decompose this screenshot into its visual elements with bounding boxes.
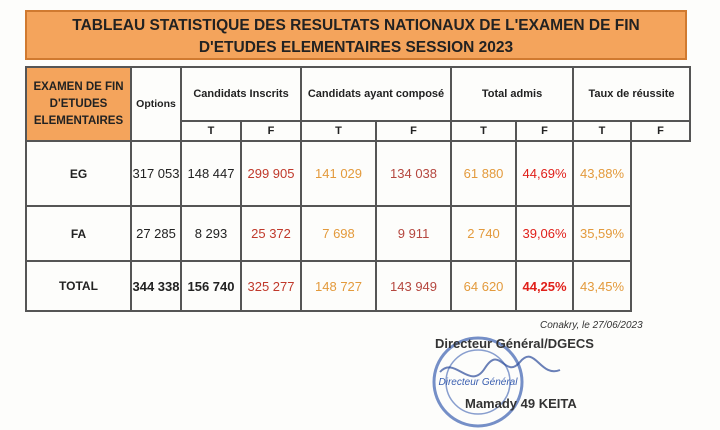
subcolumn-header: T — [180, 120, 242, 142]
value-cell: 44,69% — [515, 140, 575, 207]
stamp-ring — [445, 349, 511, 415]
value-cell: 148 447 — [180, 140, 242, 207]
option-cell: FA — [25, 205, 132, 262]
subcolumn-header: F — [515, 120, 575, 142]
value-cell: 43,45% — [572, 260, 633, 312]
subcolumn-header: T — [572, 120, 633, 142]
value-cell: 2 740 — [450, 205, 518, 262]
value-cell: 61 880 — [450, 140, 518, 207]
subcolumn-header: T — [450, 120, 518, 142]
value-cell: 299 905 — [239, 140, 303, 207]
value-cell: 325 277 — [239, 260, 303, 312]
value-cell: 141 029 — [300, 140, 378, 207]
column-header: Total admis — [450, 66, 575, 122]
value-cell: 317 053 — [130, 140, 182, 207]
place-date: Conakry, le 27/06/2023 — [540, 320, 643, 331]
signatory: Mamady 49 KEITA — [465, 396, 577, 411]
subcolumn-header: F — [239, 120, 303, 142]
column-header: Taux de réussite — [572, 66, 692, 122]
role: Directeur Général/DGECS — [435, 336, 594, 351]
value-cell: 39,06% — [515, 205, 575, 262]
column-header: Options — [130, 66, 182, 142]
table-row: FA 27 285 8 293 25 372 7 698 9 911 2 740 39,06%… — [25, 205, 690, 262]
value-cell: 44,25% — [515, 260, 575, 312]
title-line: D'ETUDES ELEMENTAIRES SESSION 2023 — [198, 39, 514, 56]
table-row: EG 317 053 148 447 299 905 141 029 134 038 61 … — [25, 140, 690, 207]
section-cell: EXAMEN DE FIN D'ETUDES ELEMENTAIRES — [25, 66, 132, 142]
value-cell: 25 372 — [239, 205, 303, 262]
table-row: TOTAL 344 338 156 740 325 277 148 727 143 949… — [25, 260, 690, 312]
value-cell: 64 620 — [450, 260, 518, 312]
value-cell: 143 949 — [375, 260, 453, 312]
title-line: TABLEAU STATISTIQUE DES RESULTATS NATION… — [72, 17, 640, 34]
stamp — [432, 336, 524, 428]
value-cell: 9 911 — [375, 205, 453, 262]
title-box: TABLEAU STATISTIQUE DES RESULTATS NATION… — [25, 10, 687, 60]
option-cell: EG — [25, 140, 132, 207]
column-header: Candidats ayant composé — [300, 66, 453, 122]
value-cell: 43,88% — [572, 140, 633, 207]
value-cell: 27 285 — [130, 205, 182, 262]
value-cell: 148 727 — [300, 260, 378, 312]
option-cell: TOTAL — [25, 260, 132, 312]
value-cell: 7 698 — [300, 205, 378, 262]
results-table: EXAMEN DE FIN D'ETUDES ELEMENTAIRES Optio… — [25, 66, 692, 312]
column-header: Candidats Inscrits — [179, 66, 303, 122]
stamp-text: Directeur Général — [439, 377, 519, 388]
value-cell: 35,59% — [572, 205, 633, 262]
subcolumn-header: F — [630, 120, 692, 142]
subcolumn-header: T — [300, 120, 378, 142]
value-cell: 8 293 — [180, 205, 242, 262]
value-cell: 134 038 — [375, 140, 453, 207]
signature — [439, 355, 561, 378]
value-cell: 156 740 — [180, 260, 242, 312]
subcolumn-header: F — [375, 120, 453, 142]
value-cell: 344 338 — [130, 260, 182, 312]
